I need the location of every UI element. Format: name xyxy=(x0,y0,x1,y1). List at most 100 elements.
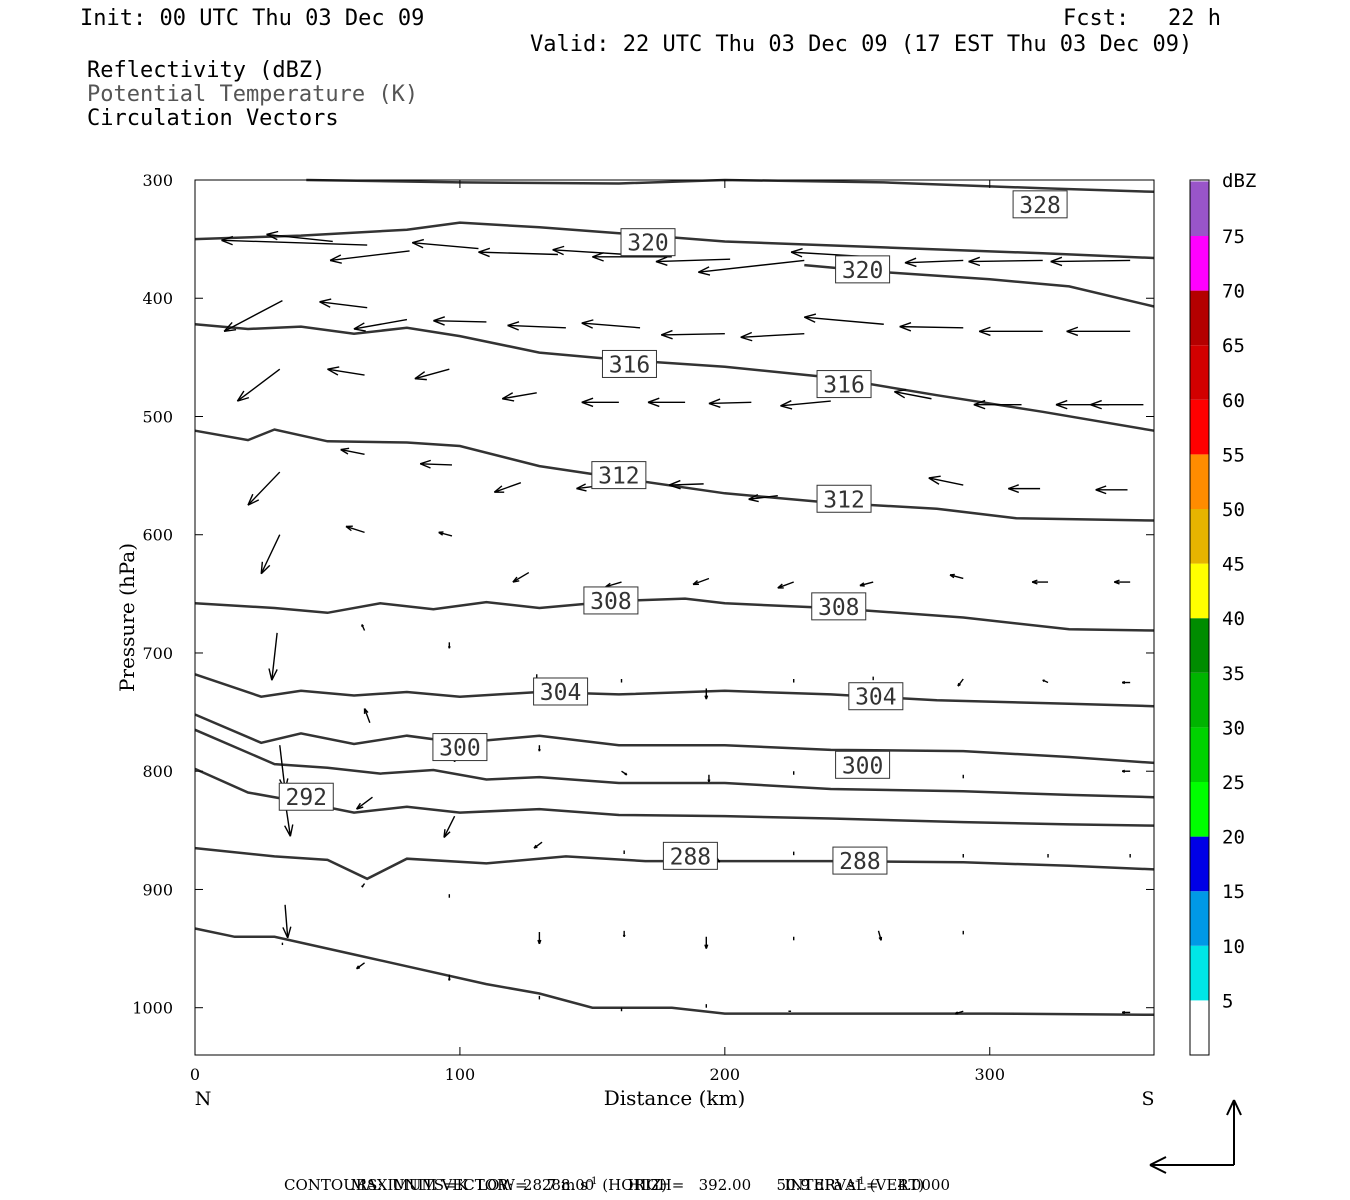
vector-shaft xyxy=(279,745,286,791)
x-tick-label: 0 xyxy=(190,1065,200,1084)
contour-label-box xyxy=(832,846,888,875)
contour-label-text: 320 xyxy=(842,258,884,284)
circulation-vector xyxy=(537,932,542,945)
circulation-vector xyxy=(707,774,711,783)
contour-label-text: 308 xyxy=(818,595,860,621)
vector-head xyxy=(655,260,668,267)
circulation-vector xyxy=(478,247,558,258)
vector-head xyxy=(443,831,451,838)
vector-head xyxy=(319,298,332,303)
contour-label-312: 312 xyxy=(591,461,647,490)
vector-shaft xyxy=(605,581,622,588)
circulation-vector xyxy=(414,368,450,381)
y-tick-label: 1000 xyxy=(132,999,173,1018)
y-tick-label: 600 xyxy=(142,526,173,545)
circulation-vectors xyxy=(221,230,1144,1015)
vector-head xyxy=(221,235,234,241)
vector-shaft xyxy=(899,325,964,329)
dbz-colorbar: 5 10 15 20 25 30 35 40 45 50 55 60 65 70 75 dBZ xyxy=(1189,170,1256,1056)
circulation-vector xyxy=(329,250,410,264)
vector-shaft xyxy=(502,392,537,400)
contour-label-box xyxy=(620,228,676,257)
vector-shaft xyxy=(740,333,805,338)
vector-head xyxy=(705,695,709,700)
vector-head xyxy=(623,934,626,937)
contour-label-text: 288 xyxy=(839,849,881,875)
contour-label-300: 300 xyxy=(432,733,488,762)
theta-contour-284 xyxy=(194,927,1155,1017)
circulation-vector xyxy=(1121,1010,1131,1015)
vector-head xyxy=(1008,484,1019,490)
vector-head xyxy=(236,390,245,402)
contour-label-320: 320 xyxy=(620,228,676,257)
vector-shaft xyxy=(708,401,752,405)
circulation-vector xyxy=(507,321,566,331)
circulation-vector xyxy=(1095,485,1128,495)
vector-head xyxy=(512,580,520,583)
circulation-vector xyxy=(356,962,365,970)
y-tick-label: 700 xyxy=(142,644,173,663)
colorbar-swatch xyxy=(1190,563,1209,619)
x-axis-label: Distance (km) xyxy=(604,1086,746,1110)
x-tick-label: 300 xyxy=(974,1065,1005,1084)
vector-head xyxy=(361,885,364,888)
circulation-vector xyxy=(1090,399,1144,410)
contour-label-308: 308 xyxy=(583,586,639,615)
colorbar-level-label: 60 xyxy=(1222,390,1245,412)
vector-head xyxy=(1042,679,1045,683)
colorbar-level-label: 25 xyxy=(1222,772,1245,794)
vector-head xyxy=(708,779,711,783)
vector-shaft xyxy=(260,534,281,575)
circulation-vector xyxy=(592,252,672,262)
vector-head xyxy=(1008,487,1019,494)
circulation-vector xyxy=(345,525,365,534)
circulation-vector xyxy=(1066,326,1131,337)
vector-head xyxy=(507,324,519,331)
circulation-vector xyxy=(581,397,619,408)
circulation-vector xyxy=(340,447,365,456)
circulation-vector xyxy=(512,571,530,583)
contour-label-320: 320 xyxy=(835,255,891,284)
vector-head xyxy=(968,256,981,263)
circulation-vector xyxy=(740,331,805,342)
vector-head xyxy=(894,389,907,393)
y-tick-label: 300 xyxy=(142,171,173,190)
colorbar-unit: dBZ xyxy=(1222,170,1256,192)
circulation-vector xyxy=(538,745,541,752)
contour-label-box xyxy=(816,484,872,513)
colorbar-level-label: 70 xyxy=(1222,281,1245,303)
vector-head xyxy=(978,330,991,337)
circulation-vector xyxy=(433,316,487,326)
circulation-vector xyxy=(443,815,456,838)
contour-label-text: 308 xyxy=(590,589,632,615)
circulation-vector xyxy=(533,841,543,849)
field-potential-temperature: Potential Temperature (K) xyxy=(87,82,419,107)
vector-head xyxy=(538,748,541,752)
colorbar-level-label: 5 xyxy=(1222,990,1233,1012)
vector-head xyxy=(1121,681,1126,685)
circulation-vector xyxy=(692,577,710,586)
colorbar-swatch xyxy=(1190,399,1209,455)
vector-head xyxy=(899,322,912,328)
vector-head xyxy=(904,262,917,268)
vector-shaft xyxy=(859,581,874,587)
circulation-vector xyxy=(877,930,883,941)
vector-head xyxy=(1050,260,1063,267)
max-vector-info: MAXIMUM VECTOR: 28.7 m s-1 (HORIZ) xyxy=(341,1158,667,1193)
colorbar-swatch xyxy=(1190,782,1209,837)
vector-shaft xyxy=(968,259,1043,263)
circulation-vector xyxy=(501,392,537,402)
vector-head xyxy=(790,251,803,258)
circulation-vector xyxy=(668,479,704,490)
colorbar-level-label: 65 xyxy=(1222,335,1245,357)
vector-head xyxy=(780,405,793,410)
vector-shaft xyxy=(581,322,641,329)
vector-head xyxy=(748,493,759,500)
vector-head xyxy=(448,978,451,981)
vector-head xyxy=(928,475,941,479)
vector-head xyxy=(533,846,538,849)
circulation-vector xyxy=(247,471,281,506)
contour-label-box xyxy=(811,592,867,621)
contour-label-text: 300 xyxy=(842,753,884,779)
